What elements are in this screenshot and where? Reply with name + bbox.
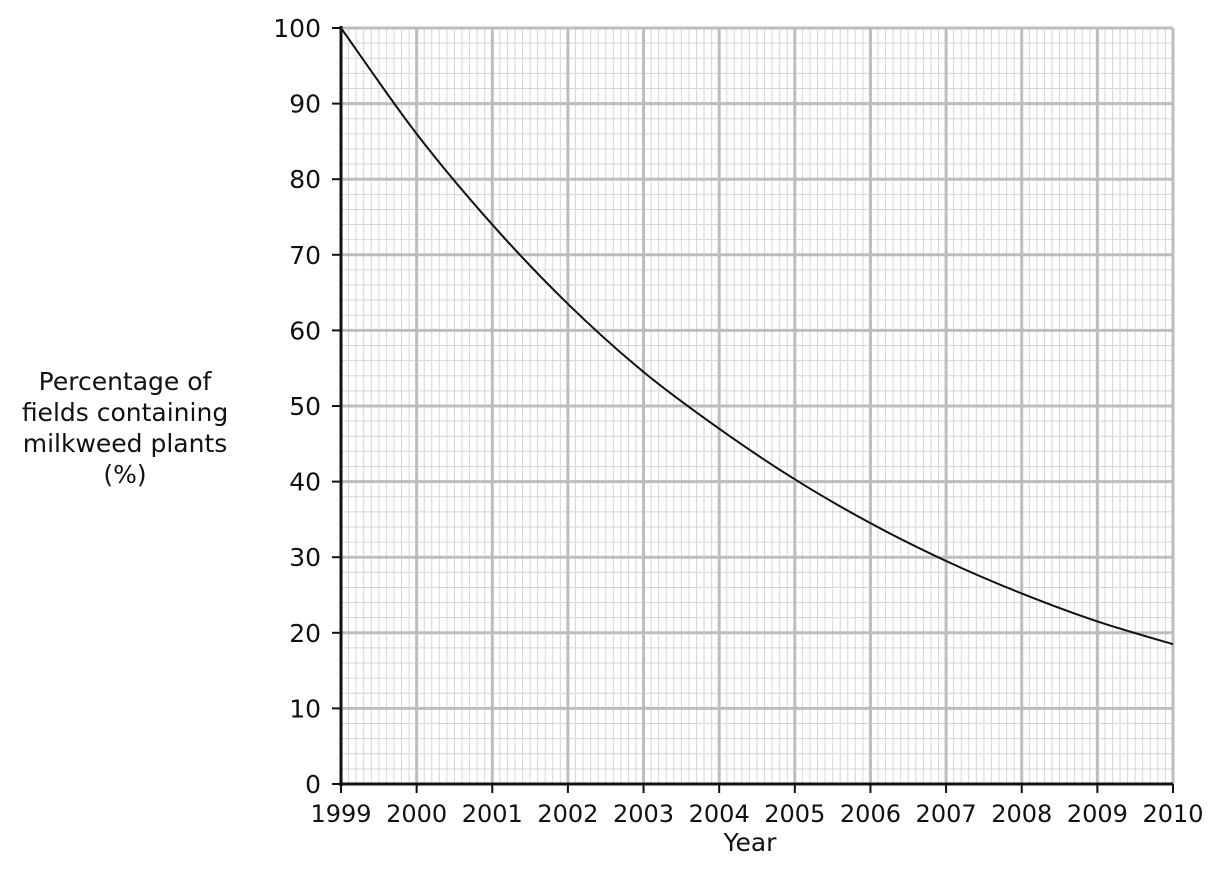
axes (332, 26, 1174, 793)
x-tick-label: 2004 (689, 800, 750, 828)
y-axis-label: Percentage of fields containing milkweed… (0, 366, 250, 490)
y-tick-label: 90 (289, 90, 321, 119)
x-tick-label: 2002 (537, 800, 598, 828)
y-tick-label: 20 (289, 619, 321, 648)
y-tick-label: 40 (289, 468, 321, 497)
y-axis-label-line: milkweed plants (22, 429, 228, 458)
y-axis-label-line: Percentage of (38, 367, 212, 396)
y-tick-label: 30 (289, 543, 321, 572)
y-tick-label: 50 (289, 392, 321, 421)
y-tick-label: 100 (273, 14, 321, 43)
y-tick-label: 60 (289, 316, 321, 345)
y-tick-label: 80 (289, 165, 321, 194)
x-tick-labels: 1999 2000 2001 2002 2003 2004 2005 2006 2007 2008… (310, 800, 1203, 828)
data-curve (340, 27, 1174, 646)
y-tick-label: 70 (289, 241, 321, 270)
x-tick-label: 2009 (1067, 800, 1128, 828)
x-tick-label: 2000 (386, 800, 447, 828)
x-tick-label: 2001 (462, 800, 523, 828)
x-tick-label: 2008 (991, 800, 1052, 828)
y-tick-labels: 0 10 20 30 40 50 60 70 80 90 100 (273, 14, 321, 799)
x-tick-label: 2006 (840, 800, 901, 828)
y-axis-label-line: (%) (103, 460, 147, 489)
x-tick-label: 1999 (310, 800, 371, 828)
data-series (340, 27, 1174, 646)
x-tick-label: 2010 (1142, 800, 1203, 828)
x-tick-label: 2007 (916, 800, 977, 828)
x-axis-label: Year (723, 828, 777, 857)
x-tick-label: 2005 (764, 800, 825, 828)
y-tick-label: 0 (305, 770, 321, 799)
y-axis-label-line: fields containing (21, 398, 229, 427)
y-tick-label: 10 (289, 694, 321, 723)
x-tick-label: 2003 (613, 800, 674, 828)
